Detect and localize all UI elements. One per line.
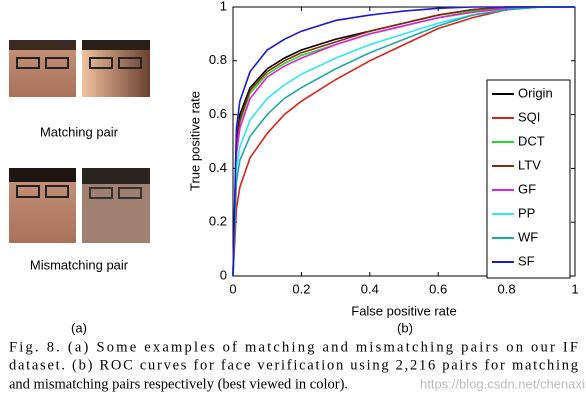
x-tick-label: 1: [571, 281, 578, 296]
legend-label: SF: [518, 253, 535, 268]
legend-label: WF: [518, 229, 538, 244]
y-tick-label: 0.6: [209, 106, 227, 121]
legend-label: SQI: [518, 109, 540, 124]
y-tick-label: 0.2: [209, 214, 227, 229]
photo-label: Mismatching pair: [30, 257, 129, 272]
x-axis-label: False positive rate: [351, 303, 457, 318]
roc-curve: [232, 6, 575, 277]
x-tick-label: 0: [229, 281, 236, 296]
photo: [82, 40, 150, 97]
legend-label: PP: [518, 205, 535, 220]
x-tick-label: 0.8: [498, 281, 516, 296]
roc-curve: [232, 6, 575, 277]
y-tick-label: 0.4: [209, 160, 227, 175]
y-tick-label: 0: [220, 267, 227, 282]
roc-curve: [232, 6, 575, 277]
caption-line: and mismatching pairs respectively (best…: [9, 376, 348, 392]
roc-curve: [232, 6, 575, 277]
legend-box: [486, 79, 571, 279]
caption-line: Fig. 8. (a) Some examples of matching an…: [9, 339, 578, 355]
roc-curve: [232, 6, 575, 277]
caption-line: dataset. (b) ROC curves for face verific…: [9, 357, 578, 373]
legend-label: LTV: [518, 157, 541, 172]
panel-tag: (b): [397, 320, 413, 335]
y-axis-label: True positive rate: [187, 91, 202, 191]
photo: [9, 168, 76, 243]
photo: [9, 40, 76, 97]
x-tick-label: 0.4: [361, 281, 379, 296]
y-tick-label: 0.8: [209, 52, 227, 67]
panel-tag: (a): [71, 320, 87, 335]
legend-label: DCT: [518, 133, 545, 148]
photo: [82, 168, 150, 243]
x-tick-label: 0.2: [292, 281, 310, 296]
legend-label: Origin: [518, 85, 553, 100]
watermark: https://blog.csdn.net/chenaxin: [420, 376, 586, 391]
legend-label: GF: [518, 181, 536, 196]
x-tick-label: 0.6: [429, 281, 447, 296]
photo-label: Matching pair: [40, 124, 119, 139]
y-tick-label: 1: [220, 0, 227, 13]
